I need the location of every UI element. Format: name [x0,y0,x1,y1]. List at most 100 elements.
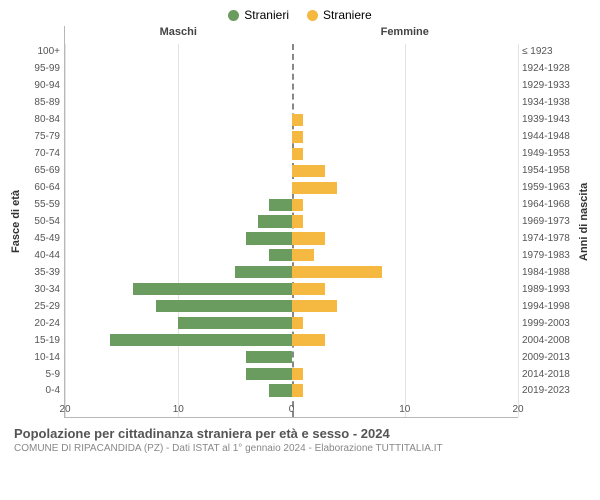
bar-female [292,368,303,380]
plot-area: Maschi Femmine 201001020 [64,26,518,418]
birth-year-label: 1924-1928 [522,61,576,78]
male-half [65,264,292,281]
age-label: 0-4 [24,383,60,400]
birth-year-label: 1979-1983 [522,247,576,264]
column-headers: Maschi Femmine [65,26,518,44]
male-half [65,315,292,332]
swatch-male [228,10,239,21]
x-tick-label: 20 [59,404,70,415]
age-label: 40-44 [24,247,60,264]
bar-male [110,334,291,346]
female-half [292,145,519,162]
birth-year-label: 1934-1938 [522,95,576,112]
header-male: Maschi [65,26,292,44]
male-half [65,331,292,348]
age-label: 55-59 [24,197,60,214]
pyramid-row [65,112,518,129]
age-label: 15-19 [24,332,60,349]
bar-female [292,131,303,143]
female-half [292,315,519,332]
age-label: 20-24 [24,315,60,332]
birth-year-label: 1969-1973 [522,214,576,231]
y-axis-left-title: Fasce di età [8,26,24,418]
female-half [292,61,519,78]
birth-year-label: 2014-2018 [522,366,576,383]
female-half [292,281,519,298]
bar-male [246,232,291,244]
birth-year-label: 1974-1978 [522,230,576,247]
age-label: 100+ [24,44,60,61]
birth-year-label: 2019-2023 [522,383,576,400]
male-half [65,213,292,230]
female-half [292,162,519,179]
female-half [292,196,519,213]
legend-female: Straniere [307,8,372,22]
birth-year-label: 1984-1988 [522,264,576,281]
age-label: 25-29 [24,298,60,315]
footer-subtitle: COMUNE DI RIPACANDIDA (PZ) - Dati ISTAT … [14,443,592,454]
header-female: Femmine [292,26,519,44]
bar-female [292,148,303,160]
bar-female [292,266,383,278]
birth-year-label: 1994-1998 [522,298,576,315]
female-half [292,331,519,348]
pyramid-row [65,247,518,264]
male-half [65,382,292,399]
bar-male [269,384,292,396]
pyramid-row [65,129,518,146]
female-half [292,230,519,247]
female-half [292,298,519,315]
bar-male [269,199,292,211]
male-half [65,196,292,213]
birth-year-label: 1954-1958 [522,163,576,180]
age-label: 90-94 [24,78,60,95]
bar-male [269,249,292,261]
birth-year-label: ≤ 1923 [522,44,576,61]
male-half [65,230,292,247]
bar-female [292,199,303,211]
female-half [292,247,519,264]
bar-female [292,215,303,227]
bar-female [292,249,315,261]
legend-female-label: Straniere [323,8,372,22]
female-half [292,264,519,281]
x-axis: 201001020 [65,399,518,417]
male-half [65,179,292,196]
birth-year-label: 1929-1933 [522,78,576,95]
pyramid-row [65,382,518,399]
male-half [65,112,292,129]
bar-male [246,351,291,363]
chart-area: Fasce di età 100+95-9990-9485-8980-8475-… [8,26,592,418]
bar-male [133,283,292,295]
age-label: 65-69 [24,163,60,180]
chart-footer: Popolazione per cittadinanza straniera p… [8,426,592,454]
male-half [65,145,292,162]
y-axis-left-labels: 100+95-9990-9485-8980-8475-7970-7465-696… [24,26,64,418]
pyramid-row [65,331,518,348]
age-label: 45-49 [24,230,60,247]
bar-male [235,266,292,278]
age-label: 30-34 [24,281,60,298]
age-label: 75-79 [24,129,60,146]
female-half [292,112,519,129]
pyramid-row [65,348,518,365]
bar-female [292,317,303,329]
birth-year-label: 1964-1968 [522,197,576,214]
age-label: 10-14 [24,349,60,366]
female-half [292,365,519,382]
female-half [292,95,519,112]
female-half [292,179,519,196]
pyramid-row [65,145,518,162]
x-tick-label: 20 [512,404,523,415]
bar-male [178,317,291,329]
birth-year-label: 1989-1993 [522,281,576,298]
male-half [65,129,292,146]
x-tick-label: 10 [173,404,184,415]
female-half [292,129,519,146]
bar-female [292,182,337,194]
chart-legend: Stranieri Straniere [8,8,592,22]
pyramid-row [65,315,518,332]
birth-year-label: 2004-2008 [522,332,576,349]
age-label: 60-64 [24,180,60,197]
bar-male [258,215,292,227]
